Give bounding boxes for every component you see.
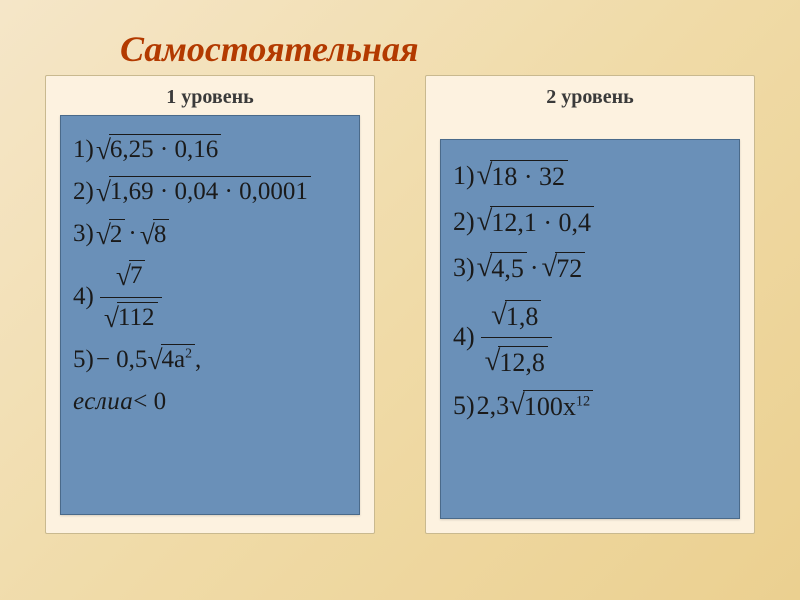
radicand: 1,8 — [505, 300, 542, 332]
sqrt-icon: √ 2 — [96, 219, 126, 250]
sqrt-icon: √ 6,25 · 0,16 — [96, 134, 221, 165]
expr-2-1: 1) √ 18 · 32 — [453, 156, 727, 196]
fraction: √ 1,8 √ 12,8 — [481, 294, 552, 380]
expr-1-1: 1) √ 6,25 · 0,16 — [73, 132, 347, 168]
radicand: 1,69 · 0,04 · 0,0001 — [109, 176, 311, 207]
condition-word: если — [73, 384, 120, 420]
radicand: 8 — [153, 219, 170, 250]
panel-1-title: 1 уровень — [60, 86, 360, 109]
radicand: 6,25 · 0,16 — [109, 134, 221, 165]
sqrt-icon: √ 12,1 · 0,4 — [477, 206, 594, 238]
expr-2-2: 2) √ 12,1 · 0,4 — [453, 202, 727, 242]
panel-level-1: 1 уровень 1) √ 6,25 · 0,16 2) √ 1,69 · 0… — [45, 75, 375, 534]
expr-number: 3) — [73, 216, 94, 252]
radicand: 7 — [129, 260, 146, 291]
sqrt-icon: √ 4,5 — [477, 252, 527, 284]
expr-2-3: 3) √ 4,5 · √ 72 — [453, 248, 727, 288]
expr-2-4: 4) √ 1,8 √ 12,8 — [453, 294, 727, 380]
radicand: 2 — [109, 219, 126, 250]
expr-number: 4) — [73, 279, 94, 315]
sqrt-icon: √ 100x12 — [509, 390, 593, 422]
sqrt-icon: √ 12,8 — [485, 346, 548, 378]
radicand: 100x12 — [523, 390, 593, 422]
panels-container: 1 уровень 1) √ 6,25 · 0,16 2) √ 1,69 · 0… — [0, 70, 800, 534]
sqrt-icon: √ 18 · 32 — [477, 160, 568, 192]
sqrt-icon: √ 8 — [140, 219, 170, 250]
radicand: 12,1 · 0,4 — [490, 206, 594, 238]
sqrt-icon: √ 4a2 — [147, 344, 195, 375]
expr-number: 2) — [73, 174, 94, 210]
expr-number: 3) — [453, 248, 475, 288]
sqrt-icon: √ 1,8 — [491, 300, 541, 332]
coefficient: 2,3 — [477, 386, 510, 426]
radicand: 112 — [117, 302, 158, 333]
expr-2-5: 5) 2,3 √ 100x12 — [453, 386, 727, 426]
page-title: Самостоятельная — [0, 0, 800, 70]
trailing-comma: , — [195, 342, 201, 378]
fraction: √ 7 √ 112 — [100, 258, 162, 336]
coefficient: − 0,5 — [96, 342, 148, 378]
sqrt-icon: √ 112 — [104, 302, 158, 333]
expr-1-4: 4) √ 7 √ 112 — [73, 258, 347, 336]
variable: a — [120, 384, 133, 420]
dot-operator: · — [530, 248, 539, 288]
expr-1-2: 2) √ 1,69 · 0,04 · 0,0001 — [73, 174, 347, 210]
expr-number: 5) — [73, 342, 94, 378]
sqrt-icon: √ 1,69 · 0,04 · 0,0001 — [96, 176, 311, 207]
panel-level-2: 2 уровень 1) √ 18 · 32 2) √ 12,1 · 0,4 3… — [425, 75, 755, 534]
radicand: 18 · 32 — [490, 160, 568, 192]
expr-number: 4) — [453, 317, 475, 357]
radicand: 72 — [555, 252, 585, 284]
radicand: 4a2 — [161, 344, 195, 375]
panel-2-title: 2 уровень — [440, 86, 740, 109]
dot-operator: · — [128, 216, 136, 252]
expr-1-3: 3) √ 2 · √ 8 — [73, 216, 347, 252]
expr-number: 5) — [453, 386, 475, 426]
math-box-2: 1) √ 18 · 32 2) √ 12,1 · 0,4 3) √ 4,5 — [440, 139, 740, 519]
math-box-1: 1) √ 6,25 · 0,16 2) √ 1,69 · 0,04 · 0,00… — [60, 115, 360, 515]
radicand: 12,8 — [498, 346, 548, 378]
sqrt-icon: √ 7 — [116, 260, 146, 291]
expr-1-5-condition: если a < 0 — [73, 384, 347, 420]
expr-number: 1) — [73, 132, 94, 168]
radicand: 4,5 — [490, 252, 527, 284]
sqrt-icon: √ 72 — [542, 252, 586, 284]
expr-1-5: 5) − 0,5 √ 4a2 , — [73, 342, 347, 378]
expr-number: 1) — [453, 156, 475, 196]
expr-number: 2) — [453, 202, 475, 242]
relation: < 0 — [133, 384, 166, 420]
